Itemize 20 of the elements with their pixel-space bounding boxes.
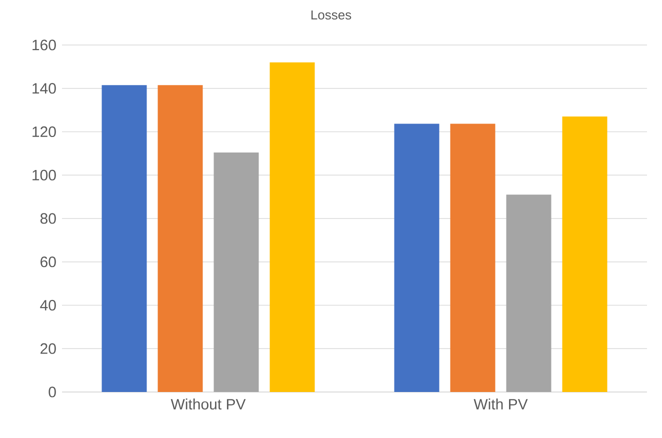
x-tick-label: With PV: [474, 398, 528, 410]
bar: [214, 152, 259, 392]
bar: [562, 116, 608, 392]
y-tick-label: 140: [32, 83, 56, 94]
y-tick-label: 80: [40, 213, 56, 224]
x-tick-label: Without PV: [170, 398, 246, 410]
chart-title: Losses: [311, 10, 352, 20]
y-tick-label: 100: [32, 170, 56, 180]
y-tick-label: 20: [40, 343, 56, 354]
y-tick-label: 40: [40, 300, 56, 311]
bar: [270, 62, 315, 392]
bar: [158, 85, 203, 392]
bar: [506, 194, 552, 392]
y-tick-label: 160: [32, 40, 56, 50]
bar: [450, 124, 496, 392]
bar: [394, 124, 440, 392]
y-tick-label: 0: [48, 386, 56, 398]
bar: [102, 85, 147, 392]
y-tick-label: 120: [32, 126, 56, 138]
y-tick-label: 60: [40, 256, 56, 268]
